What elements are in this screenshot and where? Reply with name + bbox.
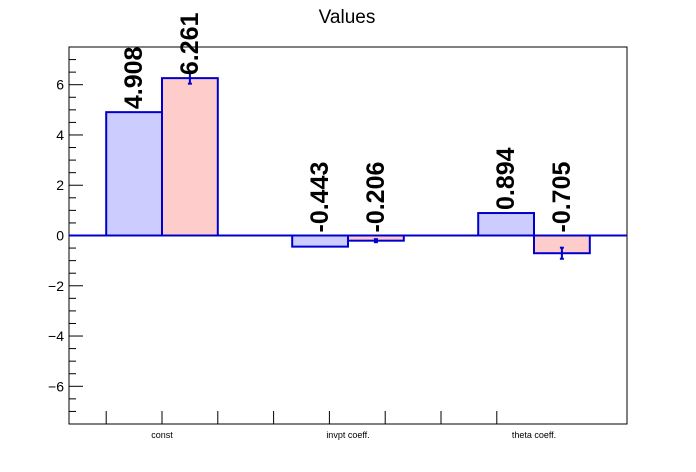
data-label: 6.261 xyxy=(176,12,204,75)
bar xyxy=(105,111,163,237)
x-category-label: const xyxy=(151,430,173,440)
y-tick-label: −4 xyxy=(48,328,64,344)
data-label: -0.705 xyxy=(548,162,576,233)
y-tick-label: 2 xyxy=(56,177,64,193)
data-label: 4.908 xyxy=(120,46,148,109)
x-axis: const invpt coeff. theta coeff. xyxy=(105,411,556,440)
bars-group xyxy=(105,71,591,260)
x-category-label: theta coeff. xyxy=(512,430,556,440)
chart-title: Values xyxy=(319,7,376,28)
data-label: -0.443 xyxy=(306,162,334,233)
y-axis: −6 −4 −2 0 2 4 6 xyxy=(48,46,83,425)
data-label: 0.894 xyxy=(492,147,520,210)
bar xyxy=(161,77,219,237)
data-labels-group: 4.908 -0.443 0.894 6.261 -0.206 -0.705 xyxy=(120,12,576,232)
x-category-label: invpt coeff. xyxy=(326,430,369,440)
y-tick-label: 6 xyxy=(56,77,64,93)
y-tick-label: −6 xyxy=(48,378,64,394)
y-tick-label: −2 xyxy=(48,278,64,294)
bar xyxy=(477,212,536,237)
y-tick-label: 4 xyxy=(56,127,64,143)
data-label: -0.206 xyxy=(362,162,390,233)
y-tick-label: 0 xyxy=(56,228,64,244)
bar xyxy=(291,234,350,248)
